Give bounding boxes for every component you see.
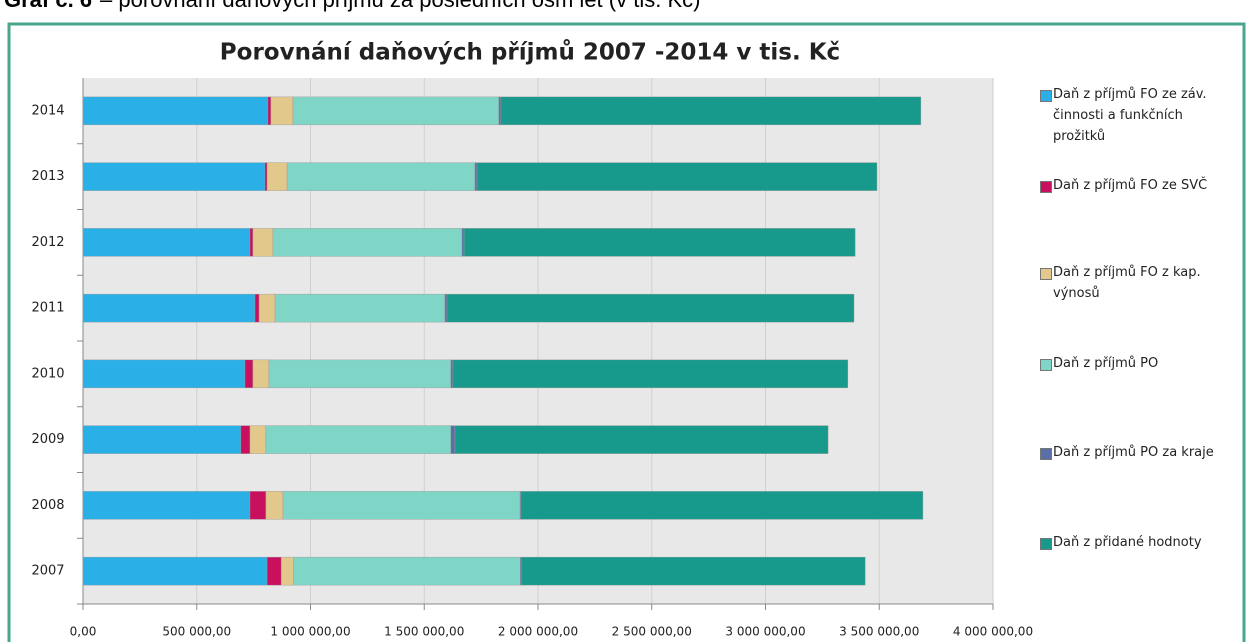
bar-segment [264, 162, 268, 191]
bar-segment [520, 556, 866, 586]
bar-segment [266, 556, 282, 586]
legend-swatch [1040, 359, 1052, 371]
bar-segment [292, 96, 500, 126]
bar-segment [252, 359, 270, 389]
bar-segment [446, 293, 855, 323]
y-tick-label: 2009 [31, 432, 64, 447]
legend-swatch [1040, 181, 1052, 193]
legend-swatch [1040, 90, 1052, 102]
x-tick-label: 3 000 000,00 [725, 625, 805, 639]
bar-segment [461, 228, 465, 257]
bar-segment [249, 425, 267, 454]
x-tick-label: 0,00 [70, 625, 97, 639]
y-tick-label: 2013 [31, 169, 64, 184]
bar-segment [267, 96, 272, 126]
bar-segment [244, 359, 254, 389]
bar-segment [82, 359, 246, 389]
bar-segment [282, 491, 521, 520]
caption: Graf č. 6 – porovnání daňových příjmů za … [4, 0, 700, 13]
bar-segment [444, 293, 448, 323]
legend-label: Daň z příjmů PO [1053, 356, 1159, 371]
x-tick-label: 2 500 000,00 [612, 625, 692, 639]
bar-segment [450, 359, 454, 389]
bar-segment [500, 96, 922, 126]
x-tick-label: 1 500 000,00 [384, 625, 464, 639]
bar-segment [265, 425, 452, 454]
x-tick-label: 4 000 000,00 [953, 625, 1033, 639]
y-tick-label: 2010 [31, 366, 64, 381]
legend-label: Daň z příjmů FO ze záv. činnosti a funkč… [1053, 87, 1207, 144]
caption-text: – porovnání daňových příjmů za posledníc… [100, 0, 700, 12]
bar-segment [265, 491, 284, 520]
bar-segment [82, 162, 266, 191]
bar-segment [266, 162, 288, 191]
x-tick-label: 1 000 000,00 [270, 625, 350, 639]
bar-segment [258, 293, 276, 323]
bar-segment [82, 96, 269, 126]
legend-label: Daň z příjmů FO z kap. výnosů [1053, 265, 1201, 301]
bar-segment [82, 491, 251, 520]
bar-segment [252, 228, 274, 257]
bar-segment [520, 491, 924, 520]
bar-segment [82, 228, 251, 257]
bar-segment [240, 425, 251, 454]
bar-segment [450, 425, 456, 454]
caption-label: Graf č. 6 [4, 0, 92, 12]
bar-segment [82, 425, 242, 454]
bar-segment [270, 96, 294, 126]
bar-segment [498, 96, 502, 126]
bar-segment [452, 359, 849, 389]
bar-segment [254, 293, 260, 323]
y-tick-label: 2012 [31, 235, 64, 250]
legend-swatch [1040, 448, 1052, 460]
bar-segment [476, 162, 878, 191]
y-tick-label: 2007 [31, 564, 64, 579]
bar-segment [272, 228, 463, 257]
y-tick-label: 2014 [31, 103, 64, 118]
bar-segment [82, 556, 268, 586]
x-tick-label: 3 500 000,00 [839, 625, 919, 639]
bar-segment [474, 162, 478, 191]
x-tick-label: 500 000,00 [162, 625, 231, 639]
x-tick-label: 2 000 000,00 [498, 625, 578, 639]
bar-segment [274, 293, 446, 323]
bar-segment [286, 162, 476, 191]
chart-title: Porovnání daňových příjmů 2007 -2014 v t… [220, 39, 840, 66]
y-tick-label: 2011 [31, 301, 64, 316]
bar-segment [463, 228, 856, 257]
bar-segment [82, 293, 256, 323]
bar-segment [268, 359, 452, 389]
bar-segment [454, 425, 829, 454]
bar-segment [280, 556, 294, 586]
legend-swatch [1040, 268, 1052, 280]
legend-label: Daň z přidané hodnoty [1053, 535, 1202, 550]
legend-label: Daň z příjmů PO za kraje [1053, 445, 1214, 460]
legend-label: Daň z příjmů FO ze SVČ [1053, 178, 1208, 193]
bar-segment [249, 491, 267, 520]
bar-segment [293, 556, 521, 586]
legend-swatch [1040, 538, 1052, 550]
y-tick-label: 2008 [31, 498, 64, 513]
bar-segment [249, 228, 254, 257]
